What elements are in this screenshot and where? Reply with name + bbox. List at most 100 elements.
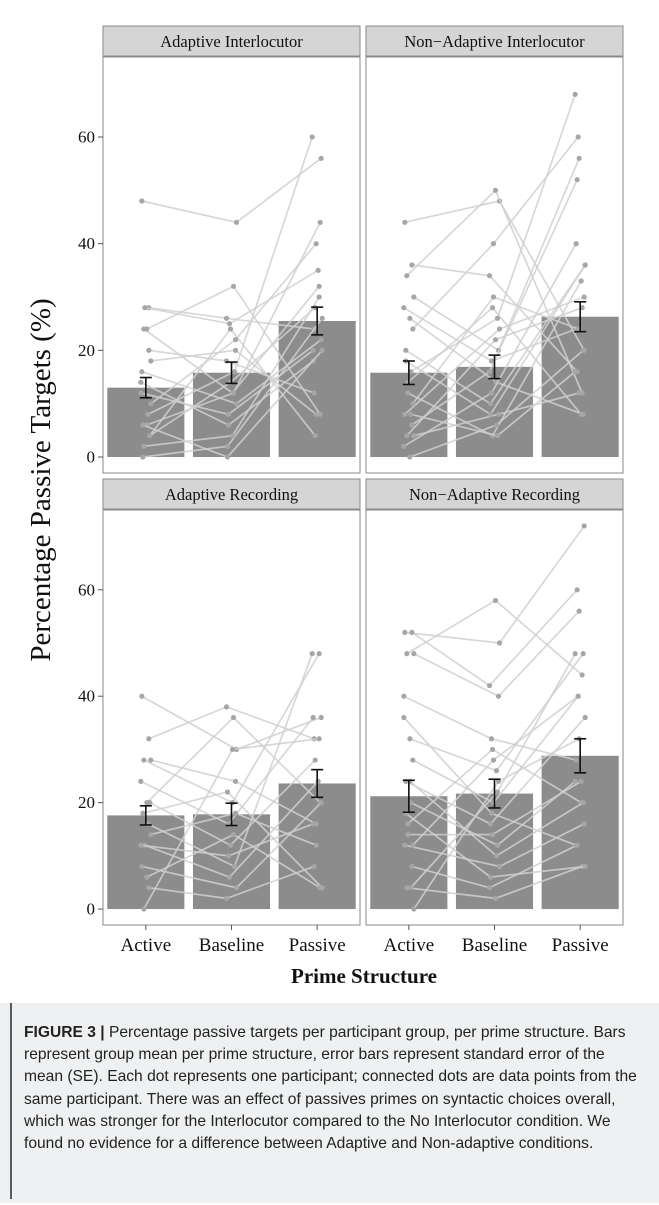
y-tick-label: 40 xyxy=(78,687,95,706)
panel-title: Adaptive Recording xyxy=(165,485,298,504)
participant-point xyxy=(410,326,416,332)
participant-point xyxy=(232,778,239,784)
participant-point xyxy=(148,358,154,364)
participant-point xyxy=(402,629,408,635)
participant-point xyxy=(575,134,581,140)
participant-point xyxy=(574,587,580,593)
participant-point xyxy=(492,597,499,604)
participant-point xyxy=(405,821,411,827)
y-tick-label: 20 xyxy=(78,793,95,812)
participant-point xyxy=(489,831,496,838)
participant-point xyxy=(233,885,240,891)
participant-point xyxy=(310,347,316,353)
caption-rule xyxy=(10,1003,12,1199)
participant-point xyxy=(579,672,585,678)
participant-point xyxy=(231,863,238,870)
participant-point xyxy=(148,401,154,407)
participant-point xyxy=(313,411,319,417)
participant-point xyxy=(318,155,324,161)
participant-point xyxy=(230,831,237,838)
participant-point xyxy=(580,347,586,353)
participant-point xyxy=(488,810,495,816)
participant-point xyxy=(231,369,238,375)
participant-point xyxy=(139,369,145,375)
x-tick-label: Passive xyxy=(289,935,346,956)
participant-point xyxy=(401,693,407,699)
participant-point xyxy=(224,443,231,449)
participant-point xyxy=(410,401,416,407)
participant-point xyxy=(233,401,240,407)
participant-point xyxy=(316,736,322,742)
participant-point xyxy=(486,273,493,279)
participant-point xyxy=(232,347,239,353)
participant-point xyxy=(411,433,417,439)
y-tick-label: 60 xyxy=(78,580,95,599)
participant-point xyxy=(226,874,233,880)
participant-point xyxy=(229,433,236,439)
participant-point xyxy=(582,262,588,268)
participant-point xyxy=(410,842,416,848)
participant-point xyxy=(407,315,413,321)
participant-point xyxy=(313,842,319,848)
participant-point xyxy=(494,789,501,795)
bar xyxy=(192,814,271,910)
participant-point xyxy=(490,294,497,300)
participant-point xyxy=(230,714,237,721)
participant-point xyxy=(581,523,587,529)
participant-point xyxy=(318,714,324,721)
y-tick-label: 40 xyxy=(78,234,95,253)
participant-point xyxy=(488,736,495,742)
participant-point xyxy=(582,714,588,721)
participant-point xyxy=(409,863,415,870)
x-axis-label: Prime Structure xyxy=(291,964,437,988)
participant-point xyxy=(318,337,324,343)
participant-point xyxy=(232,810,239,816)
panel: Non−Adaptive Recording Active Baseline Pass… xyxy=(365,478,624,956)
participant-point xyxy=(574,177,580,183)
faceted-bar-chart: Percentage Passive Targets (%) Prime Str… xyxy=(25,25,624,988)
participant-point xyxy=(230,390,237,396)
participant-point xyxy=(403,347,409,353)
participant-point xyxy=(146,347,152,353)
participant-point xyxy=(492,187,499,193)
participant-point xyxy=(405,831,411,838)
participant-point xyxy=(319,347,325,353)
participant-point xyxy=(139,693,145,699)
participant-point xyxy=(309,651,315,657)
participant-point xyxy=(495,693,502,699)
participant-point xyxy=(225,422,232,428)
participant-point xyxy=(224,789,231,795)
participant-point xyxy=(147,800,153,806)
caption-label: FIGURE 3 | xyxy=(24,1024,105,1041)
bar xyxy=(455,793,534,910)
participant-point xyxy=(145,411,151,417)
participant-point xyxy=(496,326,503,332)
participant-point xyxy=(486,369,493,375)
y-tick-label: 20 xyxy=(78,341,95,360)
participant-point xyxy=(494,433,501,439)
participant-point xyxy=(140,454,146,460)
participant-point xyxy=(411,294,417,300)
participant-point xyxy=(581,821,587,827)
participant-point xyxy=(409,262,415,268)
panel-strip xyxy=(365,25,624,57)
participant-point xyxy=(487,411,494,417)
participant-point xyxy=(493,853,500,859)
participant-point xyxy=(487,874,494,880)
participant-point xyxy=(404,273,410,279)
participant-point xyxy=(317,885,323,891)
participant-point xyxy=(495,411,502,417)
participant-point xyxy=(573,842,579,848)
y-axis-label: Percentage Passive Targets (%) xyxy=(25,298,57,661)
participant-point xyxy=(140,422,146,428)
participant-point xyxy=(575,693,581,699)
participant-point xyxy=(494,842,501,848)
participant-point xyxy=(310,714,316,721)
participant-point xyxy=(148,831,154,838)
participant-point xyxy=(576,608,582,614)
participant-point xyxy=(578,278,584,284)
participant-point xyxy=(487,401,494,407)
participant-point xyxy=(225,411,232,417)
participant-point xyxy=(141,443,147,449)
participant-point xyxy=(316,294,322,300)
